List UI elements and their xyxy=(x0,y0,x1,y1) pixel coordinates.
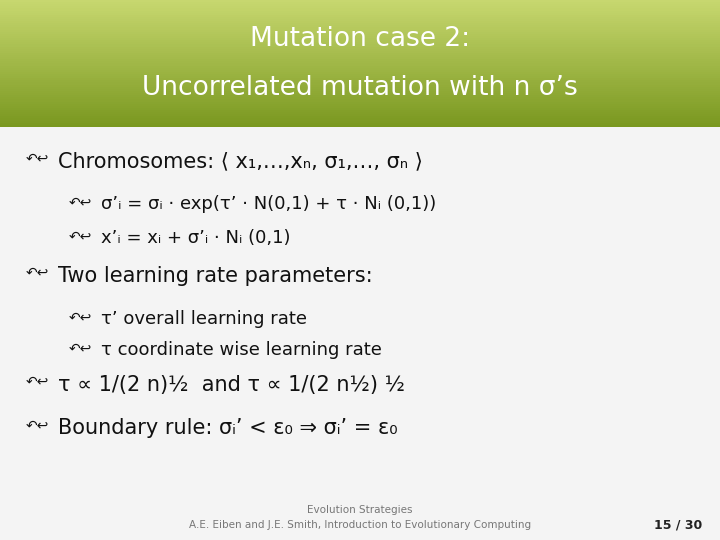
Bar xyxy=(0,42,720,44)
Bar xyxy=(0,44,720,46)
Bar xyxy=(0,23,720,25)
Text: τ coordinate wise learning rate: τ coordinate wise learning rate xyxy=(101,341,382,359)
Bar xyxy=(0,48,720,51)
Bar xyxy=(0,101,720,104)
Bar xyxy=(0,65,720,68)
Bar xyxy=(0,120,720,123)
Bar xyxy=(0,84,720,87)
Text: 15 / 30: 15 / 30 xyxy=(654,518,702,531)
Bar xyxy=(0,80,720,83)
Bar xyxy=(0,12,720,15)
Bar xyxy=(0,39,720,42)
Text: ↶↩: ↶↩ xyxy=(25,266,48,280)
Bar xyxy=(0,59,720,62)
Text: Evolution Strategies: Evolution Strategies xyxy=(307,505,413,515)
Bar xyxy=(0,73,720,76)
Text: Uncorrelated mutation with n σ’s: Uncorrelated mutation with n σ’s xyxy=(142,75,578,101)
Bar xyxy=(0,97,720,99)
Text: ↶↩: ↶↩ xyxy=(25,418,48,432)
Bar xyxy=(0,61,720,63)
Bar xyxy=(0,67,720,70)
Text: A.E. Eiben and J.E. Smith, Introduction to Evolutionary Computing: A.E. Eiben and J.E. Smith, Introduction … xyxy=(189,520,531,530)
Text: ↶↩: ↶↩ xyxy=(68,229,91,243)
Bar xyxy=(0,63,720,65)
Bar xyxy=(0,92,720,95)
Bar xyxy=(0,105,720,108)
Bar xyxy=(0,124,720,127)
Text: ↶↩: ↶↩ xyxy=(68,195,91,210)
Bar xyxy=(0,0,720,2)
Bar xyxy=(0,46,720,49)
Bar xyxy=(0,69,720,72)
Bar xyxy=(0,8,720,11)
Text: ↶↩: ↶↩ xyxy=(68,310,91,324)
Bar xyxy=(0,25,720,28)
Bar xyxy=(0,55,720,57)
Bar xyxy=(0,57,720,59)
Bar xyxy=(0,114,720,116)
Text: τ’ overall learning rate: τ’ overall learning rate xyxy=(101,310,307,328)
Bar xyxy=(0,36,720,38)
Bar xyxy=(0,37,720,40)
Bar xyxy=(0,76,720,78)
Bar xyxy=(0,90,720,93)
Text: Two learning rate parameters:: Two learning rate parameters: xyxy=(58,266,372,286)
Bar xyxy=(0,116,720,118)
Bar xyxy=(0,14,720,17)
Bar xyxy=(0,6,720,9)
Text: ↶↩: ↶↩ xyxy=(25,151,48,165)
Text: Boundary rule: σᵢ’ < ε₀ ⇒ σᵢ’ = ε₀: Boundary rule: σᵢ’ < ε₀ ⇒ σᵢ’ = ε₀ xyxy=(58,418,397,438)
Text: τ ∝ 1/(2 n)½  and τ ∝ 1/(2 n½) ½: τ ∝ 1/(2 n)½ and τ ∝ 1/(2 n½) ½ xyxy=(58,375,405,395)
Bar xyxy=(0,103,720,106)
Text: ↶↩: ↶↩ xyxy=(25,375,48,389)
Bar xyxy=(0,94,720,97)
Bar xyxy=(0,4,720,6)
Text: ↶↩: ↶↩ xyxy=(68,341,91,355)
Text: x’ᵢ = xᵢ + σ’ᵢ · Nᵢ (0,1): x’ᵢ = xᵢ + σ’ᵢ · Nᵢ (0,1) xyxy=(101,229,290,247)
Bar xyxy=(0,31,720,34)
Bar xyxy=(0,78,720,80)
Bar xyxy=(0,2,720,4)
Bar xyxy=(0,88,720,91)
Bar xyxy=(0,10,720,12)
Bar xyxy=(0,33,720,36)
Bar xyxy=(0,110,720,112)
Bar xyxy=(0,122,720,125)
Bar xyxy=(0,118,720,120)
Text: Mutation case 2:: Mutation case 2: xyxy=(250,26,470,52)
Bar xyxy=(0,52,720,55)
Bar xyxy=(0,27,720,30)
Bar xyxy=(0,82,720,85)
Bar xyxy=(0,16,720,19)
Text: Chromosomes: ⟨ x₁,…,xₙ, σ₁,…, σₙ ⟩: Chromosomes: ⟨ x₁,…,xₙ, σ₁,…, σₙ ⟩ xyxy=(58,151,423,171)
Bar xyxy=(0,86,720,89)
Bar xyxy=(0,71,720,74)
Bar xyxy=(0,29,720,32)
Bar xyxy=(0,112,720,114)
Bar xyxy=(0,99,720,102)
Bar xyxy=(0,21,720,23)
Bar xyxy=(0,18,720,21)
Bar xyxy=(0,50,720,53)
Bar xyxy=(0,107,720,110)
Text: σ’ᵢ = σᵢ · exp(τ’ · N(0,1) + τ · Nᵢ (0,1)): σ’ᵢ = σᵢ · exp(τ’ · N(0,1) + τ · Nᵢ (0,1… xyxy=(101,195,436,213)
